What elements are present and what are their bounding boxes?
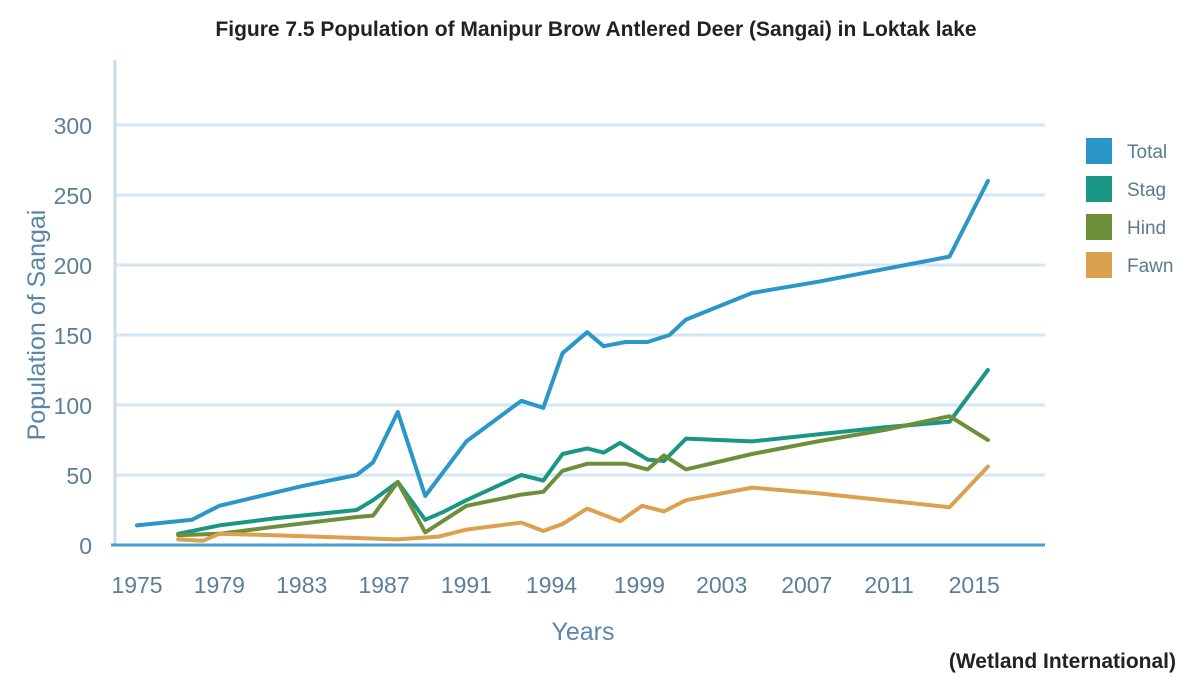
x-tick-label: 2011	[864, 572, 913, 598]
x-tick-label: 1983	[276, 572, 327, 598]
legend-swatch-stag	[1086, 176, 1112, 202]
y-tick-label: 150	[54, 323, 92, 349]
legend-label-hind: Hind	[1127, 218, 1166, 239]
x-tick-label: 1987	[358, 572, 409, 598]
x-tick-label: 1975	[111, 572, 162, 598]
y-axis-title: Population of Sangai	[23, 210, 51, 441]
series-line-total	[135, 179, 990, 528]
legend-label-stag: Stag	[1127, 180, 1166, 201]
tick-labels: 0 50 100 150 200 250 300 1975 1979 1983 1987 1991 19…	[54, 113, 1000, 598]
x-tick-label: 2015	[949, 572, 1000, 598]
x-tick-label: 1979	[194, 572, 245, 598]
series-lines	[135, 179, 990, 543]
legend-label-fawn: Fawn	[1127, 256, 1173, 277]
legend-swatch-total	[1086, 138, 1112, 164]
series-line-fawn	[176, 464, 990, 543]
y-tick-label: 0	[79, 533, 92, 559]
grid-lines	[115, 123, 1045, 477]
y-tick-label: 200	[54, 253, 92, 279]
legend-label-total: Total	[1127, 142, 1167, 163]
series-line-hind	[176, 414, 990, 538]
series-line-stag	[176, 368, 990, 536]
x-tick-label: 1991	[441, 572, 492, 598]
legend: Total Stag Hind Fawn	[1086, 138, 1173, 278]
axes	[111, 60, 1045, 547]
y-tick-label: 300	[54, 113, 92, 139]
legend-swatch-hind	[1086, 214, 1112, 240]
x-tick-label: 1994	[526, 572, 577, 598]
y-tick-label: 50	[66, 463, 92, 489]
x-axis-title: Years	[551, 618, 614, 646]
y-tick-label: 250	[54, 183, 92, 209]
x-tick-label: 1999	[614, 572, 665, 598]
source-note: (Wetland International)	[948, 650, 1176, 673]
y-tick-label: 100	[54, 393, 92, 419]
x-tick-label: 2007	[781, 572, 832, 598]
chart-title: Figure 7.5 Population of Manipur Brow An…	[215, 18, 977, 41]
legend-swatch-fawn	[1086, 252, 1112, 278]
x-tick-label: 2003	[696, 572, 747, 598]
